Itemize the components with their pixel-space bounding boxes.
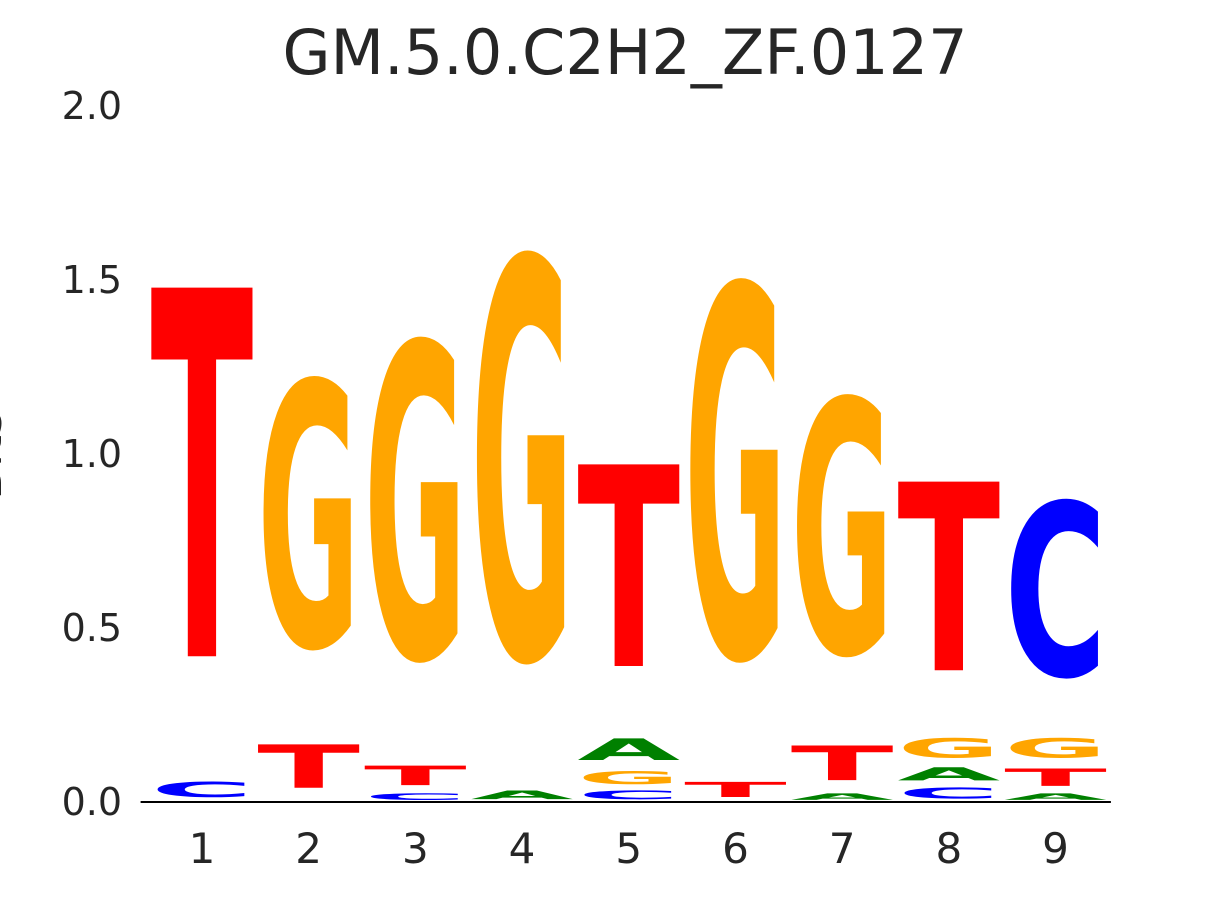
x-tick-label: 7 [828,824,856,873]
logo-letter-C-pos8: C [898,785,1001,802]
logo-letter-G-pos8: G [898,733,1001,764]
logo-letter-T-pos2: T [257,733,360,802]
x-tick-label: 8 [935,824,963,873]
y-tick-label: 0.5 [61,606,122,651]
x-tick-label: 4 [508,824,536,873]
y-tick-label: 2.0 [61,84,122,129]
logo-letter-G-pos3: G [364,256,467,759]
logo-letter-G-pos5: G [577,767,680,788]
logo-letter-G-pos6: G [684,185,787,777]
x-tick-label: 3 [401,824,429,873]
chart-title: GM.5.0.C2H2_ZF.0127 [282,16,968,89]
logo-letter-G-pos7: G [791,329,894,735]
logo-letter-T-pos6: T [684,778,787,802]
logo-letter-T-pos9: T [1004,764,1107,792]
x-tick-label: 9 [1042,824,1069,873]
logo-letter-G-pos4: G [471,149,574,786]
x-tick-label: 1 [188,824,216,873]
logo-letter-A-pos9: A [1004,792,1107,802]
x-tick-label: 6 [722,824,749,873]
logo-letter-A-pos8: A [898,764,1001,785]
logo-letter-A-pos4: A [471,788,574,802]
logo-letter-C-pos9: C [1004,456,1107,733]
logo-letter-T-pos3: T [364,761,467,792]
y-tick-label: 1.0 [61,432,122,477]
logo-letter-A-pos5: A [577,733,680,768]
logo-letter-T-pos8: T [898,431,1001,732]
logo-letter-C-pos3: C [364,792,467,802]
logo-letter-C-pos1: C [151,778,254,802]
logo-letter-C-pos5: C [577,788,680,802]
logo-letter-G-pos2: G [257,310,360,732]
logo-letter-T-pos1: T [151,187,254,775]
logo-letter-A-pos7: A [791,792,894,802]
logo-letter-G-pos9: G [1004,733,1107,764]
logo-letter-T-pos5: T [577,409,680,732]
x-tick-label: 2 [295,824,322,873]
y-tick-label: 0.0 [61,780,122,825]
y-tick-label: 1.5 [61,258,122,303]
logo-letter-T-pos7: T [791,736,894,791]
x-tick-label: 5 [615,824,643,873]
